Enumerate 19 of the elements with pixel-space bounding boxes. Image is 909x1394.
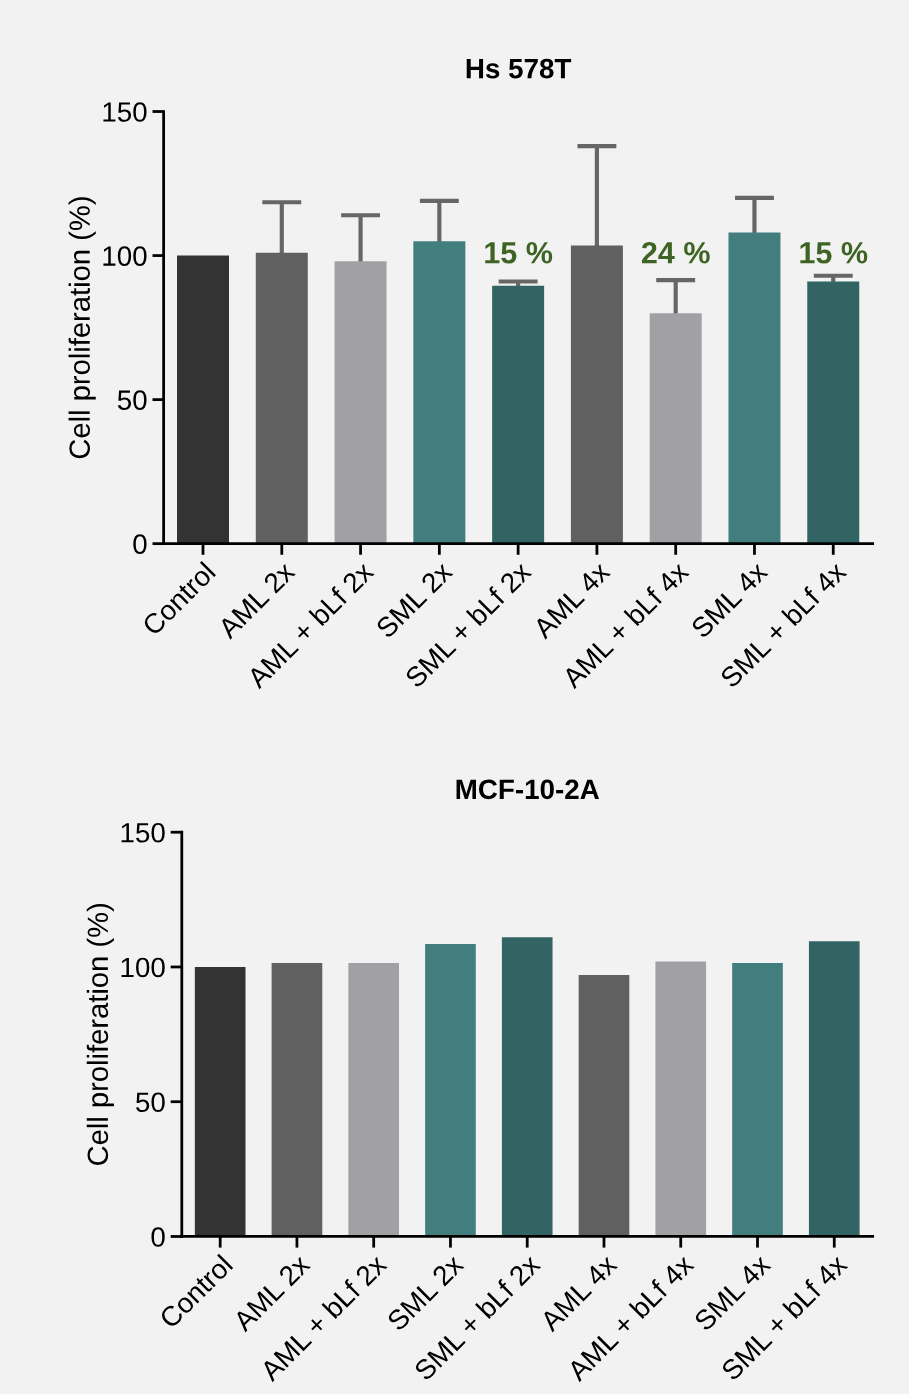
y-tick-label: 100 — [121, 957, 165, 978]
x-tick-label: AML 2x — [216, 560, 296, 640]
y-tick-label: 50 — [136, 1092, 165, 1113]
x-tick-label: AML 4x — [531, 560, 611, 640]
y-tick-label: 100 — [103, 246, 147, 266]
annotation: 15 % — [485, 242, 553, 264]
y-tick-label: 0 — [151, 1227, 165, 1247]
chart-title: MCF-10-2A — [456, 779, 600, 800]
x-tick-label: SML 2x — [374, 560, 454, 640]
y-tick-label: 0 — [133, 534, 147, 554]
chart-title: Hs 578T — [466, 58, 572, 79]
y-axis-title: Cell proliferation (%) — [68, 197, 96, 459]
y-axis-title: Cell proliferation (%) — [86, 904, 114, 1165]
y-tick-label: 150 — [103, 102, 147, 122]
y-tick-label: 50 — [117, 390, 147, 410]
annotation: 15 % — [800, 242, 868, 264]
annotation: 24 % — [641, 241, 710, 264]
x-tick-label: SML 4x — [690, 560, 769, 640]
y-tick-label: 150 — [121, 822, 165, 843]
